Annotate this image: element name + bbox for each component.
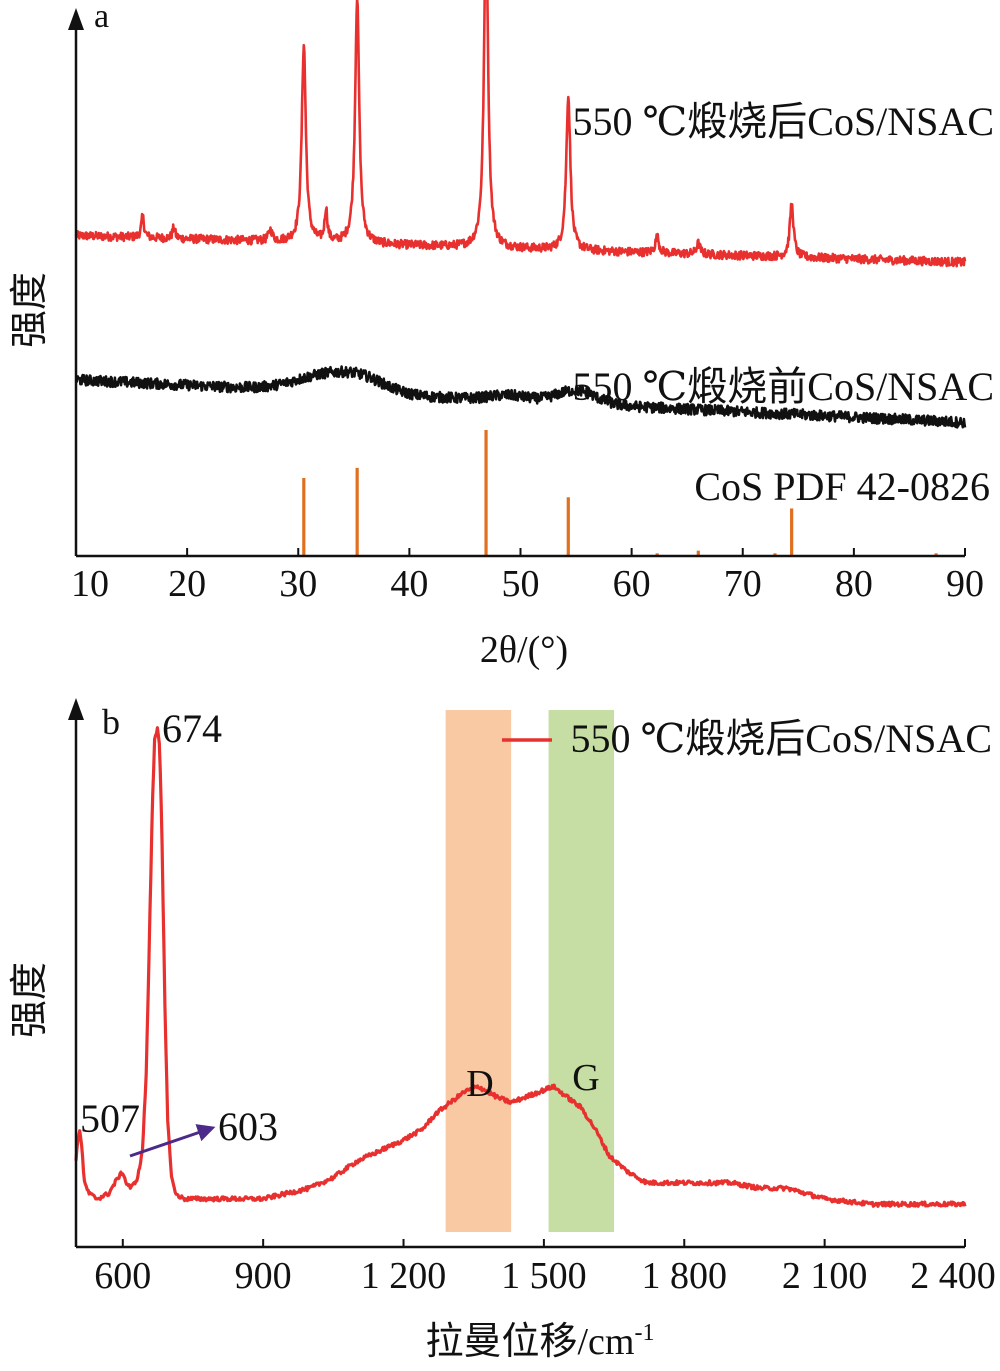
panel-a-y-axis-arrow-icon [68, 8, 84, 30]
panel-b-y-axis-arrow-icon [68, 698, 84, 720]
panel-a-x-tick-label: 60 [613, 563, 651, 605]
panel-b-band-g [548, 710, 615, 1232]
panel-b-x-tick-label: 2 100 [782, 1255, 868, 1297]
panel-b-bands [445, 710, 615, 1232]
panel-a-series-line [74, 365, 967, 429]
panel-a-series [74, 0, 967, 429]
panel-a-x-tick-label: 20 [168, 563, 206, 605]
panel-b-annotation-507: 507 [80, 1096, 140, 1141]
panel-b-raman: 600 900 1 200 1 500 1 800 2 100 2 400 b 550 ℃煅… [9, 698, 996, 1363]
panel-b-arrow-icon [129, 1124, 216, 1158]
panel-a-x-tick-label: 40 [390, 563, 428, 605]
panel-b-band-label-g: G [572, 1057, 599, 1099]
panel-a-x-tick-label: 80 [835, 563, 873, 605]
panel-b-series [74, 726, 967, 1208]
panel-b-x-ticks: 600 900 1 200 1 500 1 800 2 100 2 400 [94, 1239, 996, 1297]
panel-b-x-tick-label: 1 500 [501, 1255, 587, 1297]
panel-b-x-tick-label: 1 800 [642, 1255, 728, 1297]
panel-b-y-axis-title: 强度 [9, 962, 51, 1038]
panel-a-xrd: 10 20 30 40 50 60 70 80 90 a 550 ℃煅烧后CoS/NSAC 55… [9, 0, 994, 671]
panel-a-x-tick-label: 30 [279, 563, 317, 605]
panel-b-annotation-674: 674 [162, 706, 222, 751]
panel-a-x-tick-label: 70 [724, 563, 762, 605]
panel-a-x-tick-label: 90 [946, 563, 984, 605]
panel-b-annotation-603: 603 [218, 1104, 278, 1149]
panel-b-band-d [445, 710, 512, 1232]
panel-b-legend-text: 550 ℃煅烧后CoS/NSAC [571, 716, 992, 761]
panel-a-x-tick-label: 50 [502, 563, 540, 605]
panel-a-series-label-before: 550 ℃煅烧前CoS/NSAC [573, 364, 994, 409]
panel-b-band-label-d: D [466, 1063, 493, 1105]
panel-a-x-ticks: 10 20 30 40 50 60 70 80 90 [71, 548, 984, 605]
panel-a-x-tick-label: 10 [71, 563, 109, 605]
panel-b-x-tick-label: 900 [235, 1255, 292, 1297]
panel-a-x-axis-title: 2θ/(°) [480, 629, 568, 671]
panel-b-series-line [74, 726, 967, 1208]
panel-a-y-axis-title: 强度 [9, 272, 51, 348]
panel-a-series-label-reference: CoS PDF 42-0826 [694, 464, 990, 509]
panel-b-x-tick-label: 600 [94, 1255, 151, 1297]
panel-b-x-tick-label: 1 200 [361, 1255, 447, 1297]
panel-a-label: a [94, 0, 109, 35]
panel-b-x-tick-label: 2 400 [910, 1255, 996, 1297]
panel-a-series-line [74, 0, 967, 268]
panel-a-series-label-after: 550 ℃煅烧后CoS/NSAC [573, 99, 994, 144]
panel-b-x-axis-title: 拉曼位移/cm-1 [426, 1320, 655, 1363]
panel-b-label: b [102, 702, 120, 742]
